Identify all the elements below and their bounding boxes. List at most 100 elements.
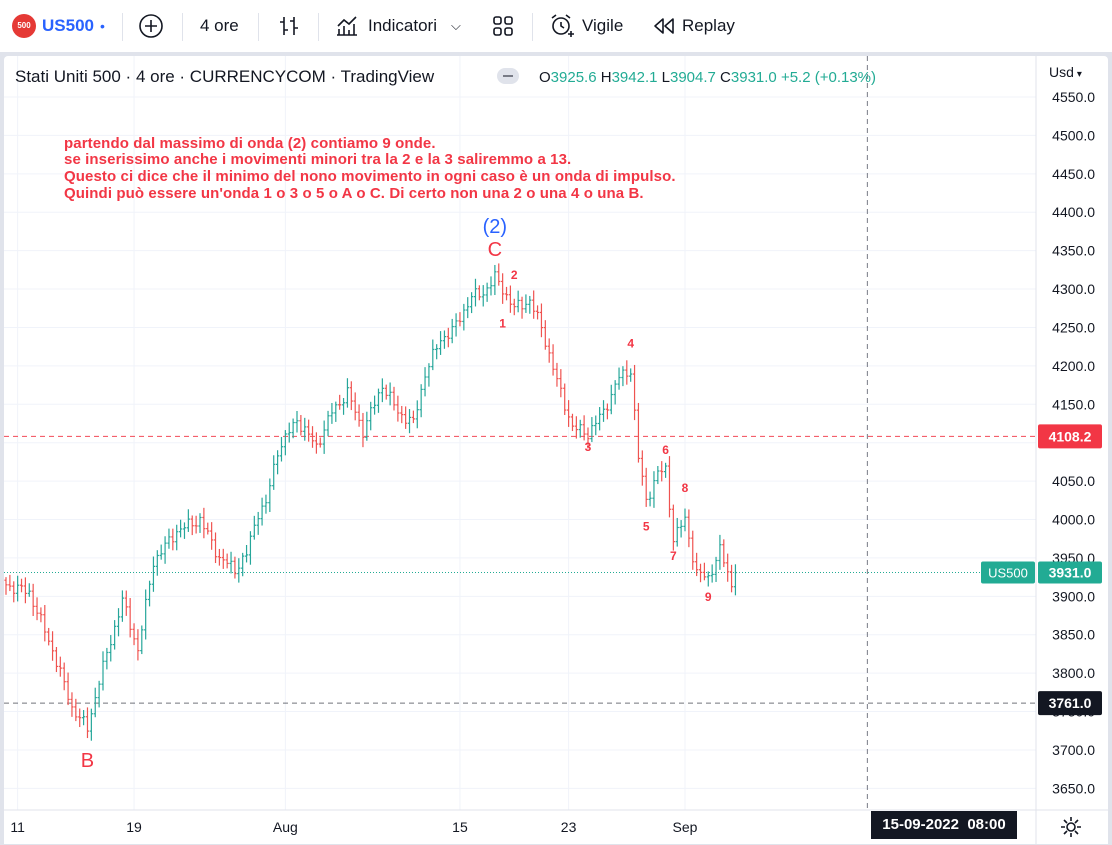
ohlc-bar <box>481 285 485 307</box>
wave-label: 4 <box>627 336 634 350</box>
currency-label: Usd <box>1049 64 1074 80</box>
high-value: 3942.1 <box>611 69 658 86</box>
compare-add-button[interactable] <box>138 0 164 52</box>
ohlc-bar <box>601 400 606 422</box>
ohlc-bar <box>163 536 167 564</box>
annotation-line-2[interactable]: se inserissimo anche i movimenti minori … <box>64 151 572 168</box>
ohlc-bar <box>62 662 66 691</box>
symbol-selector[interactable]: 500 US500 • <box>12 0 105 52</box>
layout-button[interactable] <box>490 0 516 52</box>
ohlc-bar <box>124 590 128 616</box>
ohlc-bar <box>4 577 8 595</box>
indicators-button[interactable]: Indicatori ⌵ <box>334 0 461 52</box>
ohlc-bar <box>202 507 206 539</box>
chart-legend-title[interactable]: Stati Uniti 500 · 4 ore · CURRENCYCOM · … <box>15 67 434 87</box>
chart-settings-button[interactable] <box>1058 814 1084 840</box>
ohlc-bar <box>586 427 590 449</box>
chevron-down-icon[interactable]: ⌵ <box>450 18 461 33</box>
ohlc-bar <box>113 620 117 650</box>
ohlc-bar <box>392 386 396 411</box>
ohlc-bar <box>625 360 629 385</box>
ohlc-bar <box>303 417 307 441</box>
time-axis-label: 23 <box>561 819 577 835</box>
ohlc-bar <box>679 520 683 538</box>
price-axis-label: 4450.0 <box>1052 166 1095 182</box>
change-value: +5.2 (+0.13%) <box>780 69 877 86</box>
ohlc-bar <box>213 532 218 564</box>
ohlc-bar <box>85 707 90 739</box>
time-tag-time: 08:00 <box>967 816 1006 833</box>
ohlc-bar <box>39 607 43 623</box>
minus-icon <box>503 75 513 77</box>
wave-label: 9 <box>705 590 712 604</box>
ohlc-bar <box>19 578 24 593</box>
wave-label: 8 <box>682 481 689 495</box>
ohlc-bar <box>248 531 253 565</box>
ohlc-bar <box>400 405 404 424</box>
ohlc-bar <box>617 367 621 390</box>
ohlc-bar <box>656 465 660 485</box>
replay-button[interactable]: Replay <box>652 0 735 52</box>
ohlc-bar <box>299 415 303 436</box>
ohlc-bar <box>295 410 299 433</box>
ohlc-bar <box>718 534 722 570</box>
grid-layout-icon <box>493 16 513 36</box>
ohlc-bar <box>539 303 544 338</box>
ohlc-bar <box>206 522 210 535</box>
ohlc-bar <box>268 478 272 513</box>
open-label: O <box>539 69 551 86</box>
ohlc-bar <box>132 623 136 646</box>
replay-label: Replay <box>682 16 735 35</box>
ohlc-bar <box>147 580 152 607</box>
ohlc-bar <box>644 467 648 507</box>
alert-button[interactable]: Vigile <box>548 0 623 52</box>
last-price-tag-box <box>1038 561 1102 584</box>
ohlc-bar <box>675 517 679 547</box>
wave-label: 5 <box>643 519 650 533</box>
ohlc-bar <box>74 698 78 722</box>
wave-label: C <box>488 239 502 261</box>
ohlc-bar <box>310 426 315 448</box>
ohlc-bar <box>89 708 93 741</box>
legend-collapse-button[interactable] <box>497 68 519 84</box>
ohlc-bar <box>287 422 291 443</box>
ohlc-bar <box>485 282 489 302</box>
high-label: H <box>600 69 612 86</box>
ohlc-bar <box>357 404 361 427</box>
chart-type-button[interactable] <box>276 0 302 52</box>
ohlc-bar <box>167 528 171 549</box>
ohlc-bar <box>407 409 412 434</box>
chart-panel[interactable] <box>4 56 1108 844</box>
chevron-down-icon: ▾ <box>1076 69 1082 80</box>
ohlc-bar <box>598 407 602 431</box>
ohlc-bar <box>462 303 466 331</box>
ohlc-bar <box>318 437 322 448</box>
ohlc-bar <box>636 402 641 463</box>
ohlc-bar <box>446 327 450 348</box>
ohlc-bar <box>660 461 664 482</box>
interval-button[interactable]: 4 ore <box>200 0 239 52</box>
ohlc-bar <box>384 384 388 400</box>
ohlc-bar <box>291 418 295 439</box>
ohlc-bar <box>605 403 609 420</box>
ohlc-bar <box>252 515 256 540</box>
price-tag-box <box>1038 691 1102 716</box>
ohlc-bar <box>151 556 156 592</box>
price-tag-label: 4108.2 <box>1049 428 1092 444</box>
price-axis-label: 4250.0 <box>1052 319 1095 335</box>
price-axis-label: 4300.0 <box>1052 281 1095 297</box>
ohlc-bar <box>349 381 353 411</box>
legend-title: Stati Uniti 500 · 4 ore · CURRENCYCOM · … <box>15 67 435 86</box>
ohlc-bar <box>594 415 598 436</box>
annotation-line-4[interactable]: Quindi può essere un'onda 1 o 3 o 5 o A … <box>64 185 644 202</box>
price-tags: 4108.2 3761.0 US500 3931.0 <box>981 424 1102 716</box>
symbol-logo: 500 <box>12 14 36 38</box>
annotation-line-1[interactable]: partendo dal massimo di onda (2) contiam… <box>64 135 436 152</box>
ohlc-bar <box>179 519 183 538</box>
currency-selector[interactable]: Usd ▾ <box>1049 64 1082 80</box>
annotation-line-3[interactable]: Questo ci dice che il minimo del nono mo… <box>64 168 676 185</box>
indicators-icon <box>337 16 357 36</box>
price-axis-label: 4500.0 <box>1052 127 1095 143</box>
ohlc-bar <box>144 589 148 640</box>
